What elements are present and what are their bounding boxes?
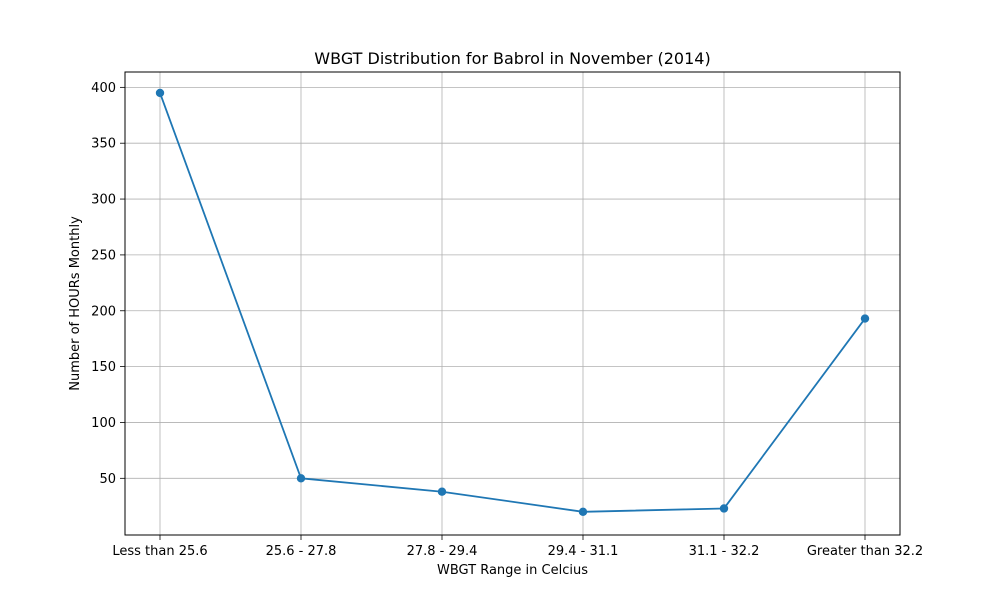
data-point-marker [578, 507, 588, 517]
x-tick-label: Greater than 32.2 [807, 544, 923, 559]
series-line [159, 92, 866, 513]
x-axis-label: WBGT Range in Celcius [437, 563, 588, 578]
x-tick-label: 29.4 - 31.1 [548, 544, 619, 559]
data-point-marker [719, 504, 729, 513]
data-point-marker [860, 314, 870, 323]
y-tick-label: 150 [91, 360, 116, 375]
data-point-marker [296, 474, 306, 483]
x-tick-label: Less than 25.6 [112, 544, 207, 559]
series-layer [155, 88, 870, 517]
chart-title: WBGT Distribution for Babrol in November… [314, 49, 710, 68]
y-tick-label: 400 [91, 81, 116, 96]
y-tick-label: 100 [91, 416, 116, 431]
y-tick-label: 250 [91, 248, 116, 263]
x-tick-label: 27.8 - 29.4 [407, 544, 478, 559]
y-tick-label: 300 [91, 193, 116, 208]
plot-frame [124, 71, 901, 536]
data-point-marker [437, 487, 447, 496]
x-tick-label: 31.1 - 32.2 [689, 544, 760, 559]
y-axis-label: Number of HOURs Monthly [68, 216, 83, 391]
y-tick-label: 200 [91, 304, 116, 319]
y-tick-label: 350 [91, 137, 116, 152]
ticks-layer: Less than 25.6 25.6 - 27.8 27.8 - 29.4 29.4… [91, 81, 923, 559]
y-tick-label: 50 [99, 472, 116, 487]
x-tick-label: 25.6 - 27.8 [266, 544, 337, 559]
data-point-marker [155, 88, 165, 98]
grid-layer [125, 72, 900, 535]
